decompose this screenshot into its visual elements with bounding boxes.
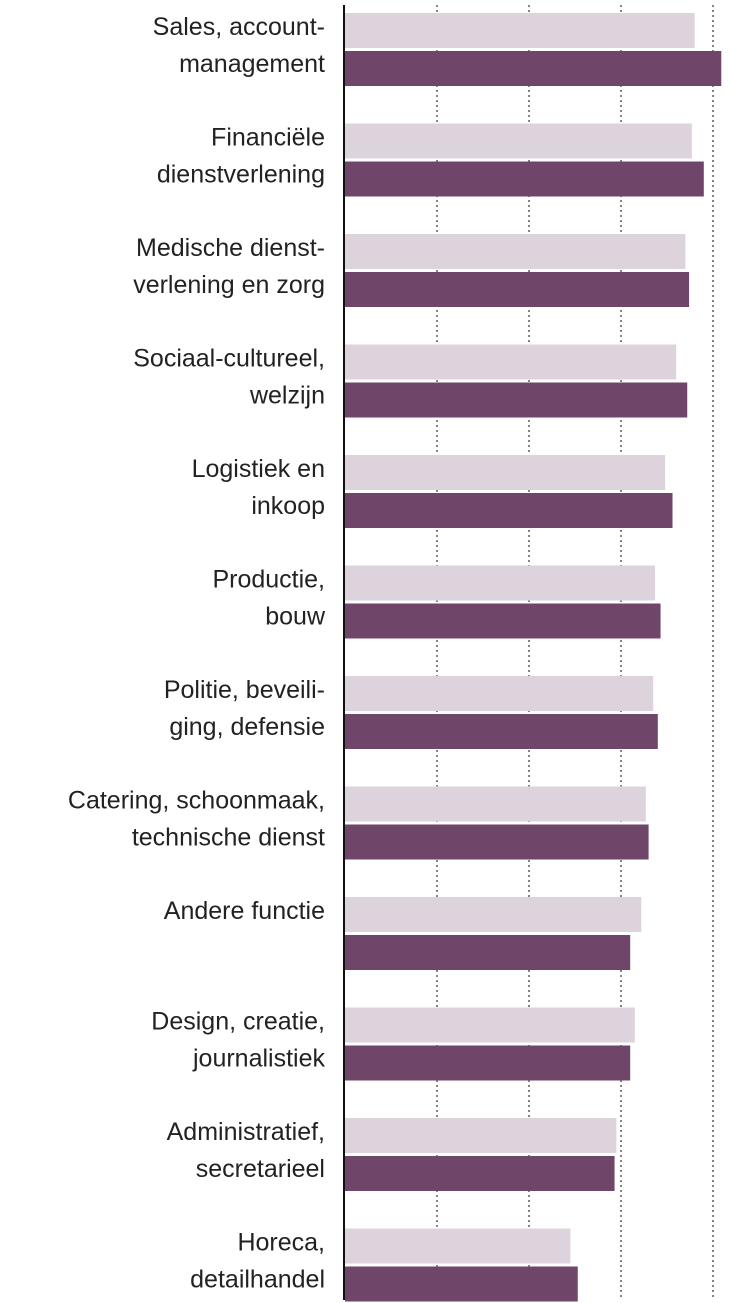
bar-12-series-1 xyxy=(345,1228,571,1264)
bar-2-series-2 xyxy=(345,161,704,197)
bar-3-series-1 xyxy=(345,234,686,269)
category-label-12: Horeca, detailhandel xyxy=(190,1229,325,1294)
bar-9-series-2 xyxy=(345,935,631,970)
bar-11-series-2 xyxy=(345,1156,615,1191)
gridlines xyxy=(436,5,714,1300)
category-label-5: Logistiek en inkoop xyxy=(192,455,325,520)
category-label-3: Medische dienst-verlening en zorg xyxy=(133,234,325,299)
bar-4-series-1 xyxy=(345,344,677,380)
bar-5-series-1 xyxy=(345,455,666,490)
bar-5-series-2 xyxy=(345,493,673,528)
bars xyxy=(345,13,722,1302)
bar-3-series-2 xyxy=(345,272,690,307)
bar-8-series-1 xyxy=(345,786,646,822)
category-label-10: Design, creatie, journalistiek xyxy=(151,1008,325,1073)
bar-11-series-1 xyxy=(345,1118,617,1153)
bar-7-series-2 xyxy=(345,714,658,749)
bar-6-series-2 xyxy=(345,603,661,639)
bar-6-series-1 xyxy=(345,565,656,601)
category-label-2: Financiële dienstverlening xyxy=(157,124,325,189)
category-label-8: Catering, schoonmaak, technische dienst xyxy=(68,787,325,852)
category-label-4: Sociaal-cultureel, welzijn xyxy=(133,345,325,410)
bar-9-series-1 xyxy=(345,897,642,932)
bar-1-series-2 xyxy=(345,51,722,86)
category-label-7: Politie, beveili-ging, defensie xyxy=(164,676,325,741)
category-label-9: Andere functie xyxy=(164,897,325,925)
bar-4-series-2 xyxy=(345,382,688,418)
bar-1-series-1 xyxy=(345,13,695,48)
bar-12-series-2 xyxy=(345,1266,578,1302)
bar-2-series-1 xyxy=(345,123,692,159)
category-label-6: Productie, bouw xyxy=(212,566,326,631)
bar-10-series-1 xyxy=(345,1007,635,1043)
category-label-1: Sales, account-management xyxy=(153,13,325,78)
category-label-11: Administratief, secretarieel xyxy=(167,1118,325,1183)
bar-7-series-1 xyxy=(345,676,654,711)
bar-10-series-2 xyxy=(345,1045,631,1081)
bar-8-series-2 xyxy=(345,824,649,860)
category-labels: Sales, account-management Financiële diens… xyxy=(68,13,326,1294)
